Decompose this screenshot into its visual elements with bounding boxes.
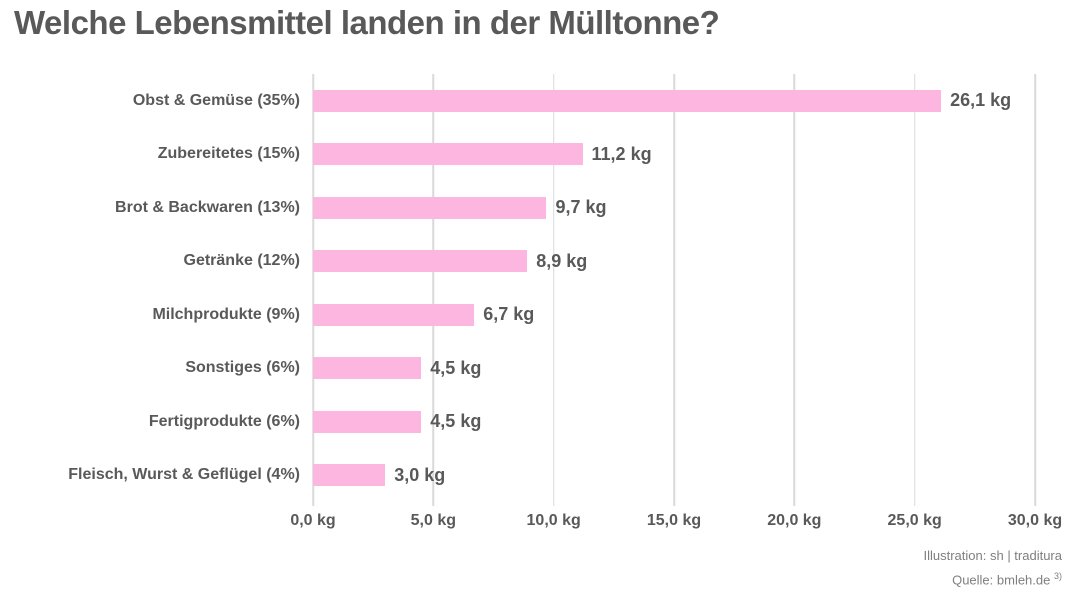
- bar-value-label: 4,5 kg: [430, 357, 482, 378]
- gridline: [673, 74, 675, 506]
- x-axis-tick-label: 0,0 kg: [290, 512, 336, 529]
- x-axis-tick-label: 25,0 kg: [887, 512, 942, 529]
- x-axis-tick-label: 5,0 kg: [410, 512, 457, 529]
- bar-row: 4,5 kg: [313, 342, 1035, 396]
- gridline: [552, 74, 555, 506]
- category-label: Fertigprodukte (6%): [148, 412, 300, 430]
- category-label: Milchprodukte (9%): [152, 305, 300, 323]
- bar-row: 26,1 kg: [313, 74, 1035, 128]
- x-axis-tick-label: 30,0 kg: [1007, 512, 1063, 529]
- bar-value-label: 11,2 kg: [591, 143, 652, 164]
- plot-area: 26,1 kg 11,2 kg 9,7 kg 8,9 kg 6,7 kg 4,5 kg 4,…: [312, 74, 1036, 506]
- source-credit: Quelle: bmleh.de 3): [924, 566, 1062, 590]
- category-label: Getränke (12%): [183, 252, 301, 270]
- source-text: Quelle: bmleh.de: [952, 572, 1051, 588]
- category-label: Obst & Gemüse (35%): [132, 91, 300, 109]
- gridline: [312, 74, 314, 506]
- bar-row: 6,7 kg: [313, 288, 1035, 342]
- bar-value-label: 6,7 kg: [483, 304, 535, 325]
- bar-value-label: 4,5 kg: [430, 411, 482, 432]
- gridline: [793, 74, 796, 506]
- illustration-credit: Illustration: sh | traditura: [923, 548, 1063, 563]
- x-axis-tick-label: 10,0 kg: [526, 512, 581, 529]
- category-label: Sonstiges (6%): [185, 359, 300, 377]
- x-axis-tick-label: 20,0 kg: [767, 512, 822, 529]
- category-label: Brot & Backwaren (13%): [115, 198, 300, 216]
- chart-title: Welche Lebensmittel landen in der Müllto…: [14, 4, 720, 41]
- bar-row: 3,0 kg: [313, 449, 1035, 503]
- data-bar: [313, 250, 528, 273]
- category-labels: Obst & Gemüse (35%) Zubereitetes (15%) Bro…: [0, 74, 300, 502]
- category-label: Fleisch, Wurst & Geflügel (4%): [68, 466, 300, 484]
- bar-value-label: 26,1 kg: [950, 90, 1012, 111]
- bar-row: 9,7 kg: [313, 181, 1035, 235]
- gridline: [1034, 74, 1036, 506]
- bar-row: 8,9 kg: [313, 235, 1035, 289]
- data-bar: [313, 143, 583, 166]
- category-label: Zubereitetes (15%): [157, 145, 300, 163]
- bar-row: 4,5 kg: [313, 395, 1035, 449]
- bar-row: 11,2 kg: [313, 128, 1035, 182]
- data-bar: [313, 89, 942, 112]
- source-footnote-marker: 3): [1053, 571, 1062, 581]
- bar-value-label: 3,0 kg: [394, 464, 446, 485]
- data-bar: [313, 196, 547, 219]
- bar-value-label: 9,7 kg: [555, 197, 607, 218]
- footer-credits: Illustration: sh | traditura Quelle: bml…: [924, 546, 1063, 590]
- data-bar: [313, 410, 422, 433]
- gridline: [432, 74, 435, 506]
- bar-value-label: 8,9 kg: [536, 250, 588, 271]
- x-axis-tick-labels: 0,0 kg 5,0 kg 10,0 kg 15,0 kg 20,0 kg 25,0 kg…: [290, 512, 1062, 536]
- data-bar: [313, 303, 475, 326]
- bar-rows: 26,1 kg 11,2 kg 9,7 kg 8,9 kg 6,7 kg 4,5 kg 4,…: [313, 74, 1035, 502]
- data-bar: [313, 464, 386, 487]
- data-bar: [313, 357, 422, 380]
- gridline: [913, 74, 916, 506]
- x-axis-tick-label: 15,0 kg: [646, 512, 702, 529]
